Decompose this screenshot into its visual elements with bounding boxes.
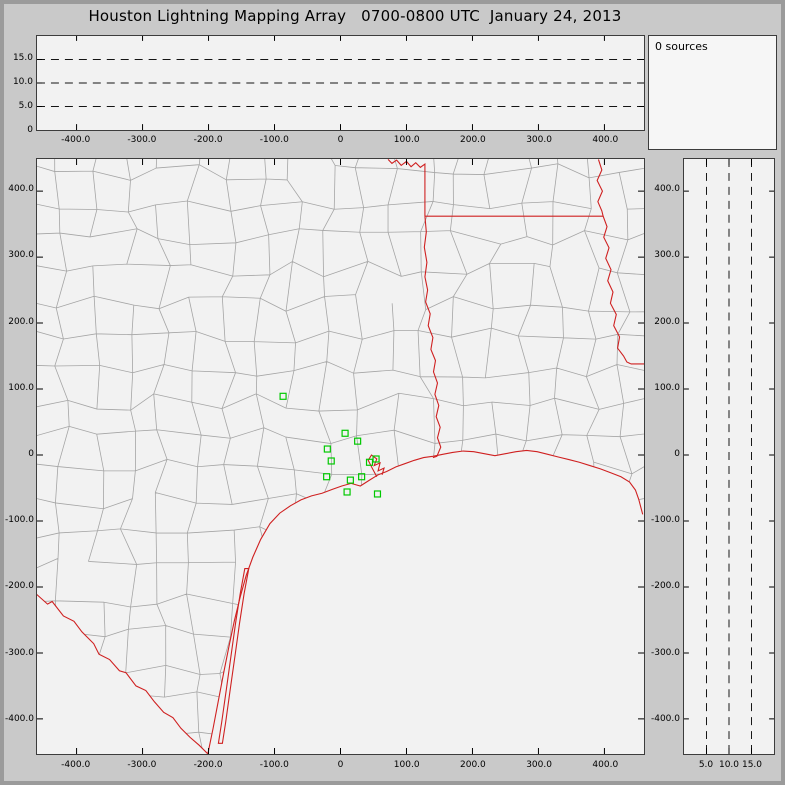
altitude-axis-tick-label: 5.0 [18, 101, 33, 111]
ns-axis-tick-label: 200.0 [8, 316, 34, 327]
ew-axis-tick-label: -400.0 [61, 135, 91, 145]
altitude-ns-panel[interactable] [683, 158, 775, 755]
ns-axis-tick-label: 400.0 [8, 184, 34, 195]
plan-view-map [37, 159, 644, 754]
page-title: Houston Lightning Mapping Array 0700-080… [88, 7, 622, 25]
ns-axis-tick-label: 200.0 [654, 316, 680, 327]
sources-count-label: 0 sources [655, 40, 708, 53]
map-panel[interactable] [36, 158, 645, 755]
ew-axis-tick-label: 200.0 [460, 135, 486, 145]
altitude-axis-tick-label: 15.0 [12, 53, 33, 63]
ns-axis-tick-label: -400.0 [4, 713, 34, 724]
ns-axis-tick-label: -400.0 [650, 713, 680, 724]
state-boundaries [37, 159, 644, 754]
ns-axis-tick-label: -100.0 [4, 515, 34, 526]
ew-axis-tick-label: -200.0 [193, 760, 223, 770]
ew-axis-tick-label: -200.0 [193, 135, 223, 145]
ew-axis-tick-label: -100.0 [259, 760, 289, 770]
altitude-axis-tick-label: 10.0 [718, 760, 740, 770]
ns-axis-tick-label: 300.0 [654, 250, 680, 261]
ew-axis-tick-label: 200.0 [460, 760, 486, 770]
ns-axis-tick-label: -200.0 [4, 581, 34, 592]
lma-stations [279, 392, 382, 498]
ew-axis-tick-label: -300.0 [127, 760, 157, 770]
ns-axis-tick-label: 100.0 [8, 382, 34, 393]
county-boundaries [37, 159, 644, 754]
ns-axis-tick-label: 100.0 [654, 382, 680, 393]
ew-axis-tick-label: 300.0 [526, 760, 552, 770]
ns-axis-tick-label: -300.0 [650, 647, 680, 658]
ew-axis-tick-label: -300.0 [127, 135, 157, 145]
altitude-ns-plot [684, 159, 774, 754]
ew-axis-tick-label: 100.0 [393, 760, 420, 770]
right-axis-ticks [684, 159, 774, 754]
altitude-axis-tick-label: 15.0 [741, 760, 763, 770]
altitude-gridlines [706, 159, 752, 754]
altitude-ew-plot [37, 36, 644, 130]
altitude-ew-panel[interactable] [36, 35, 645, 131]
ew-axis-tick-label: 100.0 [393, 135, 420, 145]
altitude-axis-tick-label: 10.0 [12, 77, 33, 87]
ew-axis-tick-label: 400.0 [592, 135, 619, 145]
ew-axis-tick-label: 300.0 [526, 135, 552, 145]
ns-axis-tick-label: 0 [674, 449, 680, 459]
top-axis-ticks [37, 36, 644, 130]
ew-axis-tick-label: -100.0 [259, 135, 289, 145]
ew-axis-tick-label: 0 [337, 760, 344, 770]
altitude-gridlines [37, 59, 644, 107]
ns-axis-tick-label: 400.0 [654, 184, 680, 195]
ew-axis-tick-label: -400.0 [61, 760, 91, 770]
altitude-axis-zero-label: 0 [27, 125, 33, 135]
ns-axis-tick-label: 0 [28, 449, 34, 459]
ns-axis-tick-label: 300.0 [8, 250, 34, 261]
ns-axis-tick-label: -100.0 [650, 515, 680, 526]
ns-axis-tick-label: -200.0 [650, 581, 680, 592]
ns-axis-tick-label: -300.0 [4, 647, 34, 658]
sources-panel: 0 sources [648, 35, 777, 150]
ew-axis-tick-label: 0 [337, 135, 344, 145]
map-axis-ticks [37, 159, 644, 754]
altitude-axis-tick-label: 5.0 [698, 760, 714, 770]
ew-axis-tick-label: 400.0 [592, 760, 619, 770]
